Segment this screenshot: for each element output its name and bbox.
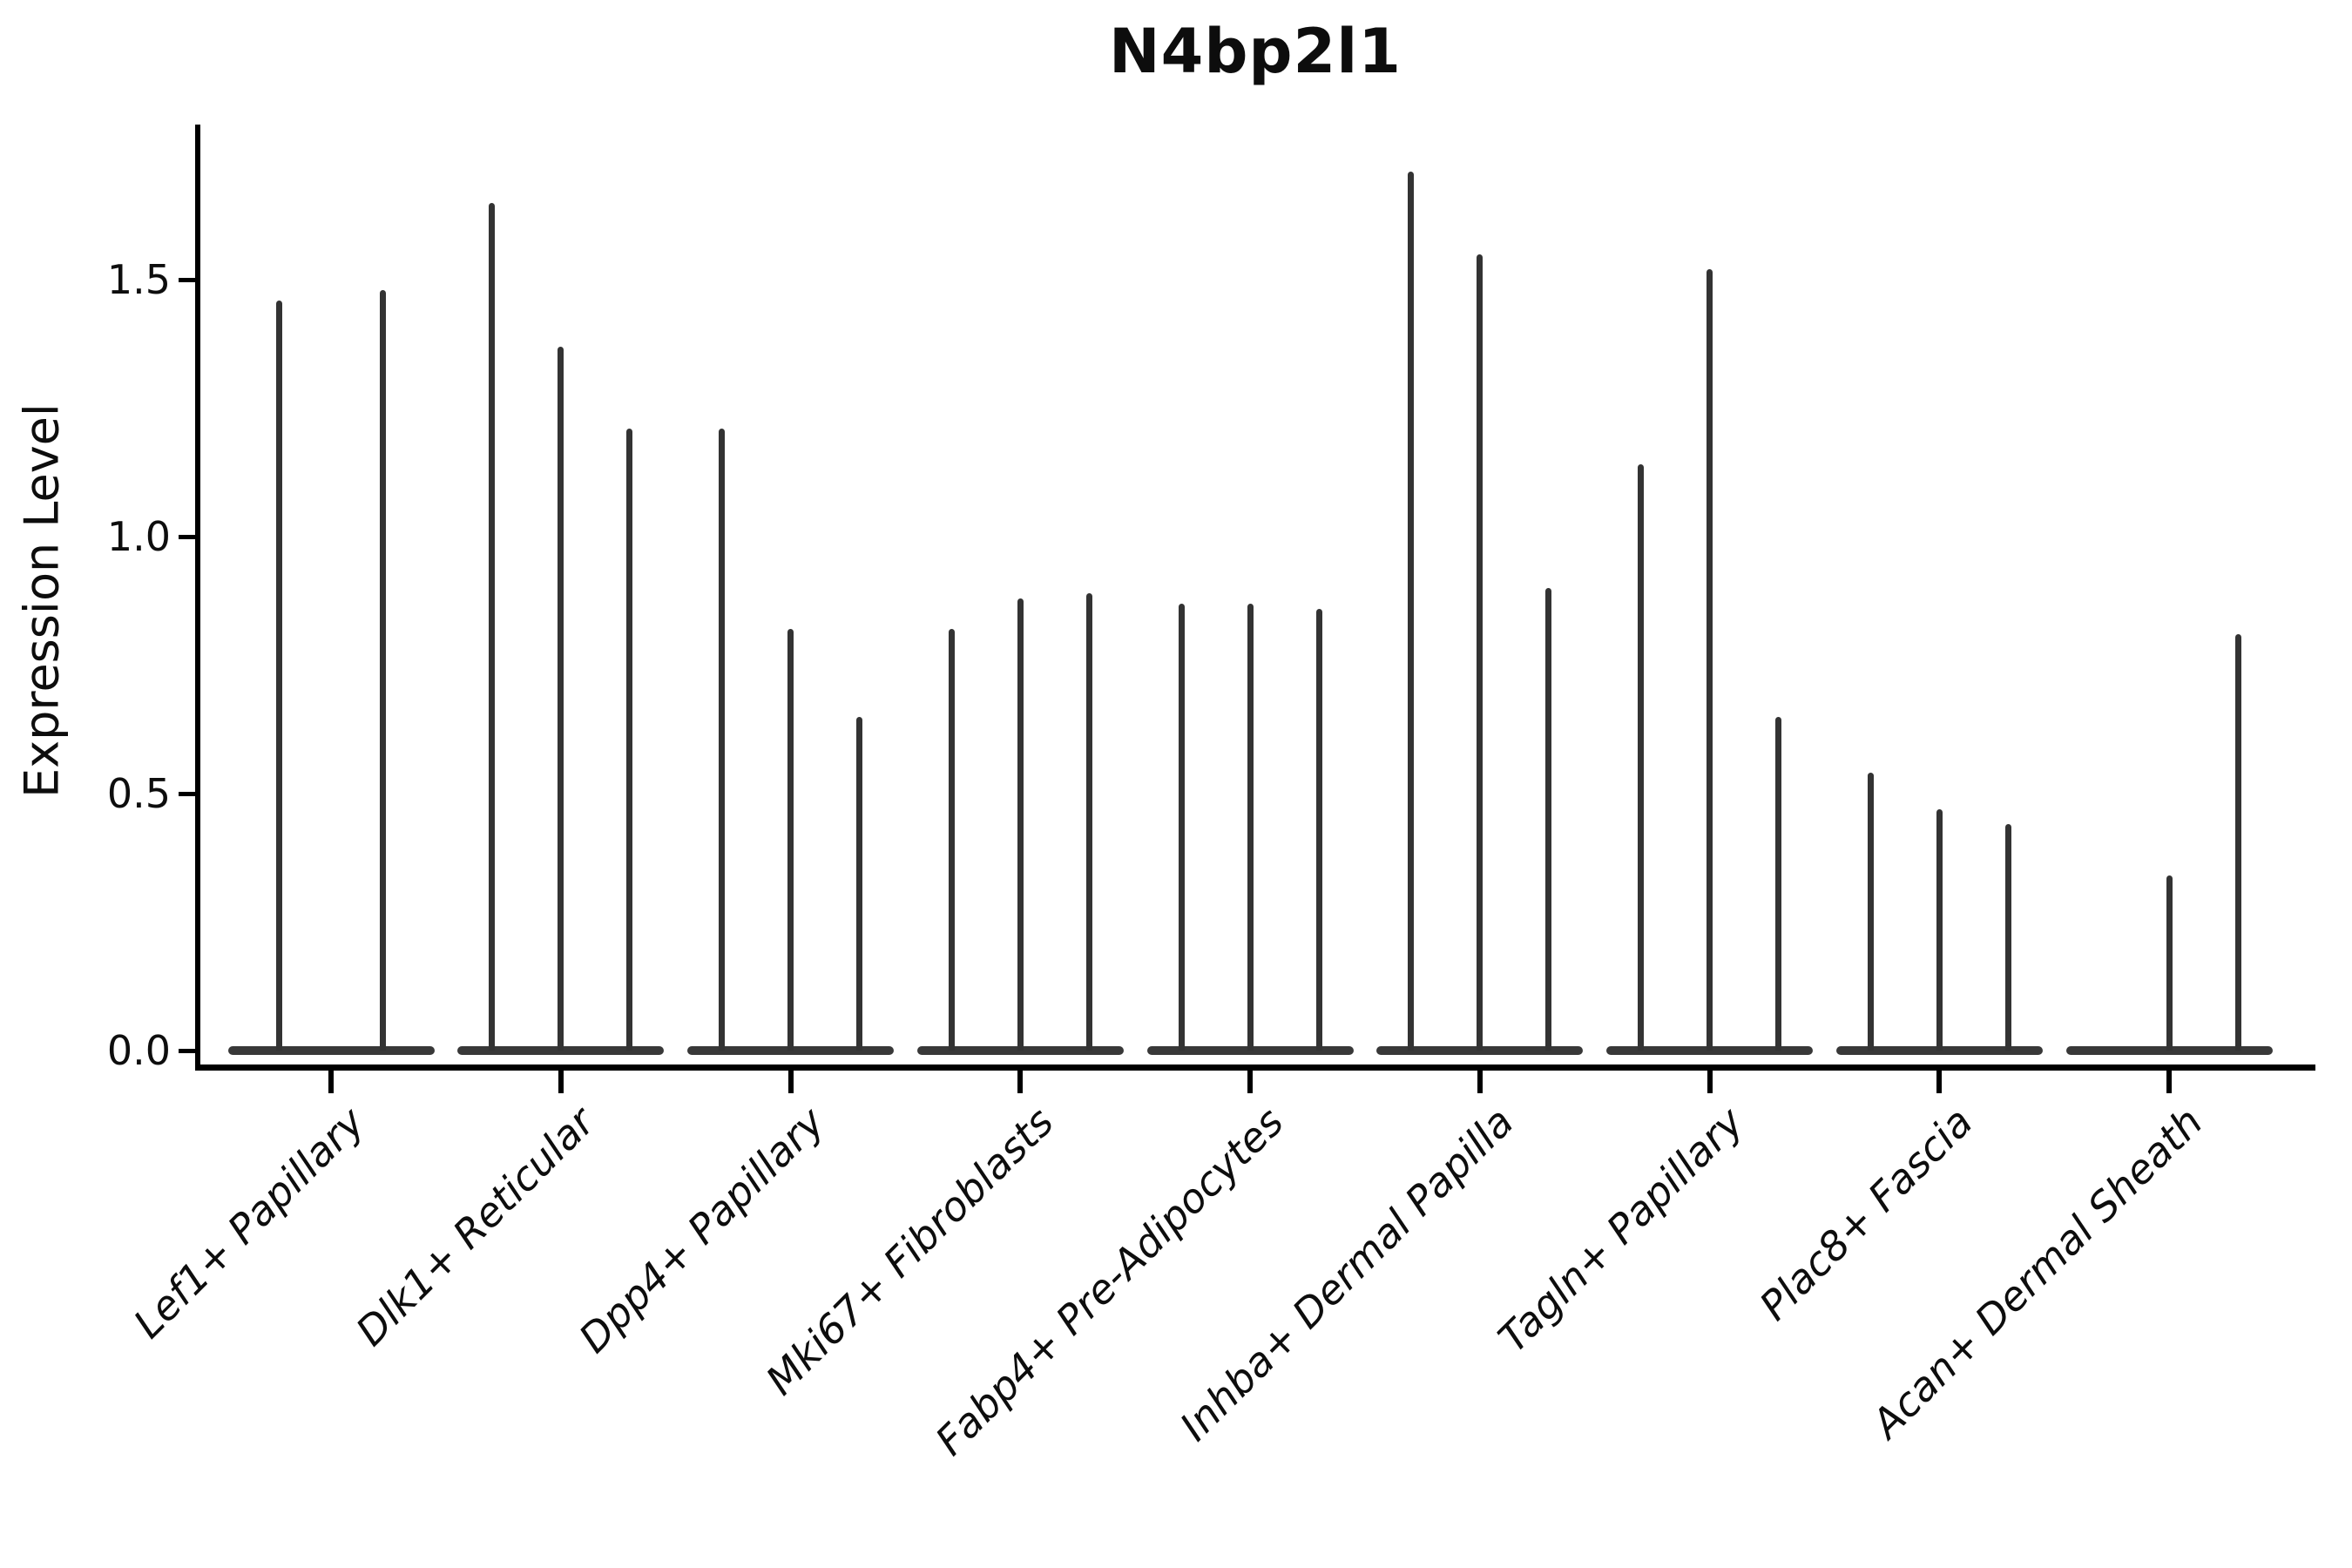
- violin-base: [1376, 1046, 1584, 1055]
- violin-spike: [948, 629, 955, 1051]
- y-tick-mark: [179, 534, 198, 539]
- violin-base: [1606, 1046, 1813, 1055]
- x-tick-label: Fabp4+ Pre-Adipocytes: [926, 1098, 1293, 1465]
- violin-spike: [787, 629, 794, 1051]
- x-tick-label: Plac8+ Fascia: [1750, 1098, 1983, 1329]
- violin-spike: [2234, 634, 2241, 1051]
- y-tick-mark: [179, 277, 198, 282]
- y-tick-mark: [179, 1048, 198, 1053]
- violin-spike: [856, 716, 862, 1051]
- x-tick-label: Lef1+ Papillary: [124, 1098, 374, 1348]
- x-tick-mark: [1247, 1071, 1253, 1093]
- x-tick-mark: [1477, 1071, 1483, 1093]
- violin-spike: [1638, 464, 1644, 1051]
- violin-spike: [1178, 603, 1185, 1051]
- violin-spike: [1545, 588, 1552, 1051]
- x-tick-label: Acan+ Dermal Sheath: [1862, 1098, 2212, 1448]
- violin-spike: [379, 289, 386, 1051]
- violin-spike: [276, 300, 283, 1051]
- violin-spike: [2004, 824, 2011, 1051]
- violin-spike: [1247, 603, 1254, 1051]
- x-tick-mark: [2166, 1071, 2172, 1093]
- x-tick-mark: [1017, 1071, 1024, 1093]
- x-tick-label: Inhba+ Dermal Papilla: [1170, 1098, 1523, 1450]
- violin-base: [916, 1046, 1124, 1055]
- y-tick-label: 0.5: [106, 770, 171, 817]
- violin-spike: [719, 429, 725, 1051]
- y-tick-label: 1.5: [106, 256, 171, 303]
- violin-base: [227, 1046, 435, 1055]
- violin-base: [1146, 1046, 1354, 1055]
- violin-spike: [1477, 253, 1484, 1051]
- violin-base: [2065, 1046, 2273, 1055]
- violin-spike: [489, 202, 496, 1051]
- violin-base: [457, 1046, 665, 1055]
- violin-spike: [1867, 773, 1874, 1051]
- x-axis-spine: [195, 1064, 2315, 1071]
- y-axis-spine: [195, 125, 200, 1071]
- violin-spike: [1315, 608, 1322, 1051]
- x-tick-mark: [787, 1071, 794, 1093]
- x-tick-mark: [558, 1071, 564, 1093]
- violin-spike: [1707, 269, 1713, 1051]
- y-tick-label: 1.0: [106, 513, 171, 560]
- violin-base: [1835, 1046, 2043, 1055]
- x-tick-label: Tagln+ Papillary: [1488, 1098, 1753, 1362]
- violin-spike: [1085, 592, 1092, 1051]
- x-tick-mark: [1707, 1071, 1713, 1093]
- chart-title: N4bp2l1: [1109, 16, 1402, 87]
- violin-spike: [626, 429, 633, 1051]
- violin-spike: [1017, 598, 1024, 1051]
- violin-spike: [2166, 875, 2173, 1051]
- violin-base: [687, 1046, 894, 1055]
- x-tick-mark: [1936, 1071, 1943, 1093]
- violin-spike: [558, 346, 564, 1051]
- violin-spike: [1775, 716, 1781, 1051]
- x-tick-label: Dpp4+ Papillary: [569, 1098, 834, 1362]
- violin-spike: [1408, 172, 1415, 1051]
- x-tick-label: Mki67+ Fibroblasts: [756, 1098, 1064, 1404]
- x-tick-label: Dlk1+ Reticular: [346, 1098, 604, 1355]
- x-tick-mark: [328, 1071, 334, 1093]
- y-tick-mark: [179, 791, 198, 796]
- y-tick-label: 0.0: [106, 1027, 171, 1074]
- violin-spike: [1936, 808, 1943, 1051]
